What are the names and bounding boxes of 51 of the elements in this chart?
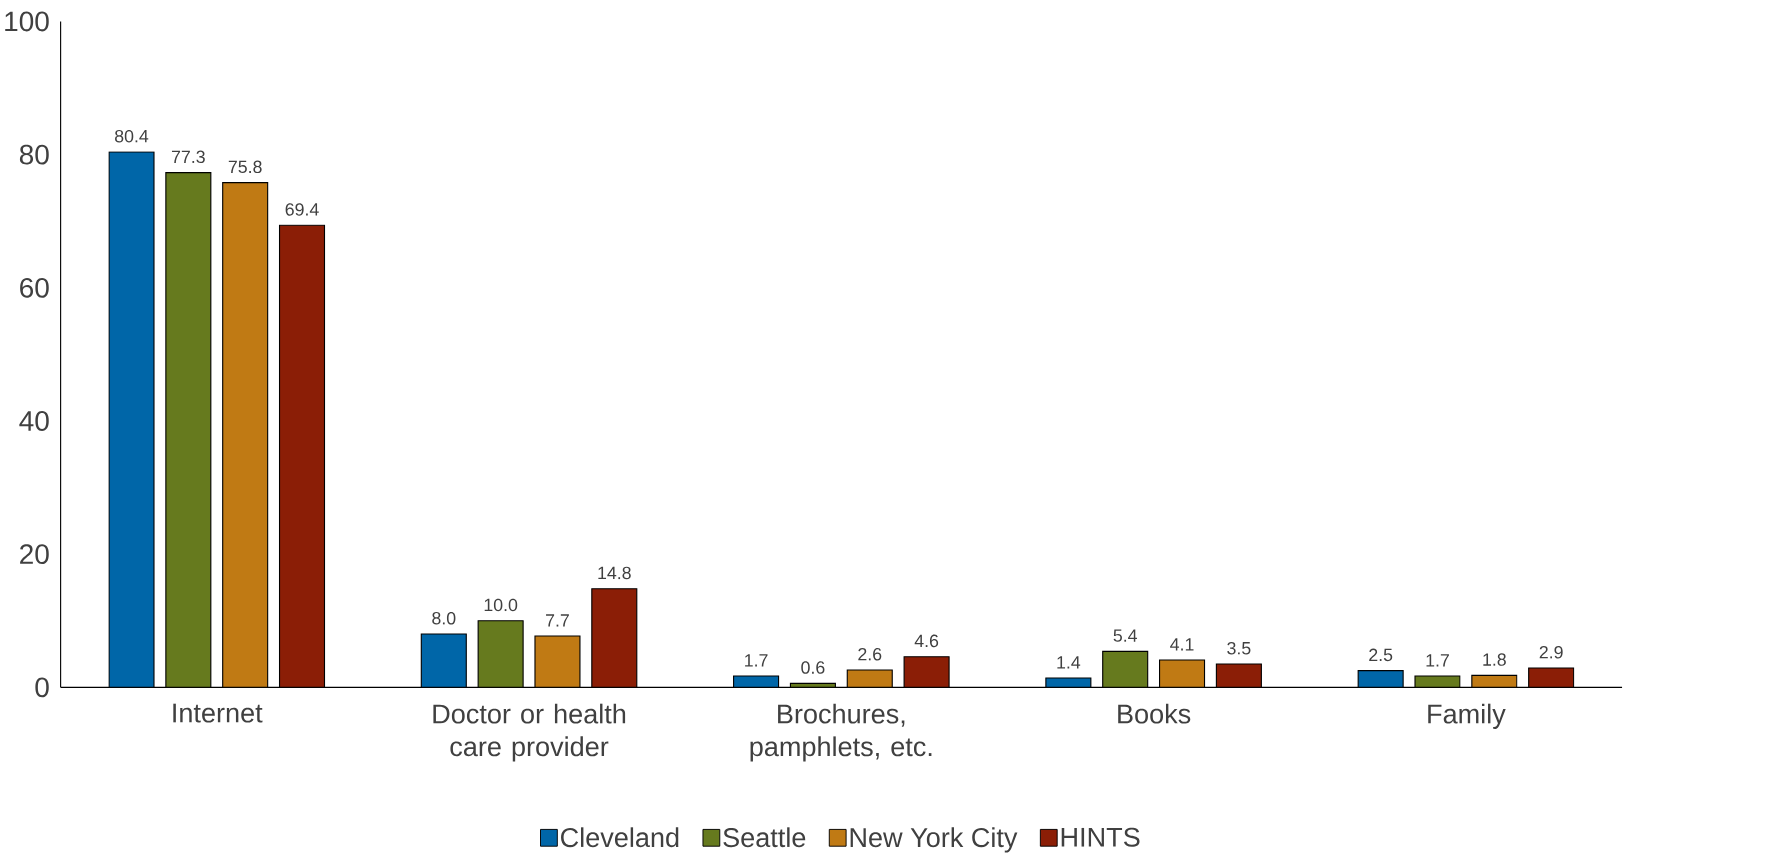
data-label: 1.7 xyxy=(745,654,768,667)
data-label: 4.6 xyxy=(914,634,939,647)
bar xyxy=(1102,651,1148,688)
data-label: 2.5 xyxy=(1369,648,1393,661)
x-tick-label: Family xyxy=(1428,703,1506,729)
bar xyxy=(1357,669,1404,688)
legend-label: HINTS xyxy=(1061,827,1140,847)
bar xyxy=(421,633,467,688)
data-label: 2.6 xyxy=(858,647,882,661)
data-label: 1.7 xyxy=(1426,654,1449,667)
data-label: 7.7 xyxy=(546,614,569,627)
data-label: 2.9 xyxy=(1539,645,1563,659)
data-label: 8.0 xyxy=(432,611,456,625)
x-tick-label: Books xyxy=(1118,703,1191,724)
bar xyxy=(1471,674,1518,688)
x-tick-label: Brochures, pamphlets, etc. xyxy=(750,703,932,762)
bar xyxy=(1528,667,1575,688)
data-label: 0.6 xyxy=(801,661,825,674)
data-label: 77.3 xyxy=(171,150,205,163)
y-tick-label: 0 xyxy=(35,677,49,698)
bar xyxy=(222,182,268,688)
y-tick-label: 80 xyxy=(19,144,49,165)
bar xyxy=(591,588,637,688)
y-tick-label: 100 xyxy=(5,11,49,32)
data-label: 1.8 xyxy=(1483,653,1506,666)
data-label: 1.4 xyxy=(1057,656,1081,669)
x-tick-label: Doctor or health care provider xyxy=(433,703,626,762)
legend-label: Seattle xyxy=(723,827,806,848)
bar xyxy=(904,656,950,688)
y-tick-label: 40 xyxy=(19,410,49,431)
y-tick-label: 20 xyxy=(20,544,49,564)
data-label: 69.4 xyxy=(285,202,319,216)
data-label: 80.4 xyxy=(115,129,149,143)
data-label: 3.5 xyxy=(1227,641,1251,655)
x-tick-label: Internet xyxy=(173,703,263,723)
bar xyxy=(847,669,893,688)
data-label: 10.0 xyxy=(484,598,518,612)
data-label: 4.1 xyxy=(1170,638,1194,651)
legend-label: New York City xyxy=(850,827,1018,853)
legend-label: Cleveland xyxy=(561,827,679,848)
bar xyxy=(279,225,325,688)
data-label: 14.8 xyxy=(598,566,631,580)
bar xyxy=(534,635,580,688)
data-label: 75.8 xyxy=(228,160,262,173)
data-label: 5.4 xyxy=(1113,629,1138,642)
bar xyxy=(478,620,524,688)
bar xyxy=(165,172,211,688)
bar xyxy=(109,151,154,688)
y-tick-label: 60 xyxy=(20,277,49,298)
bar xyxy=(1216,663,1262,688)
bar xyxy=(1159,659,1205,688)
